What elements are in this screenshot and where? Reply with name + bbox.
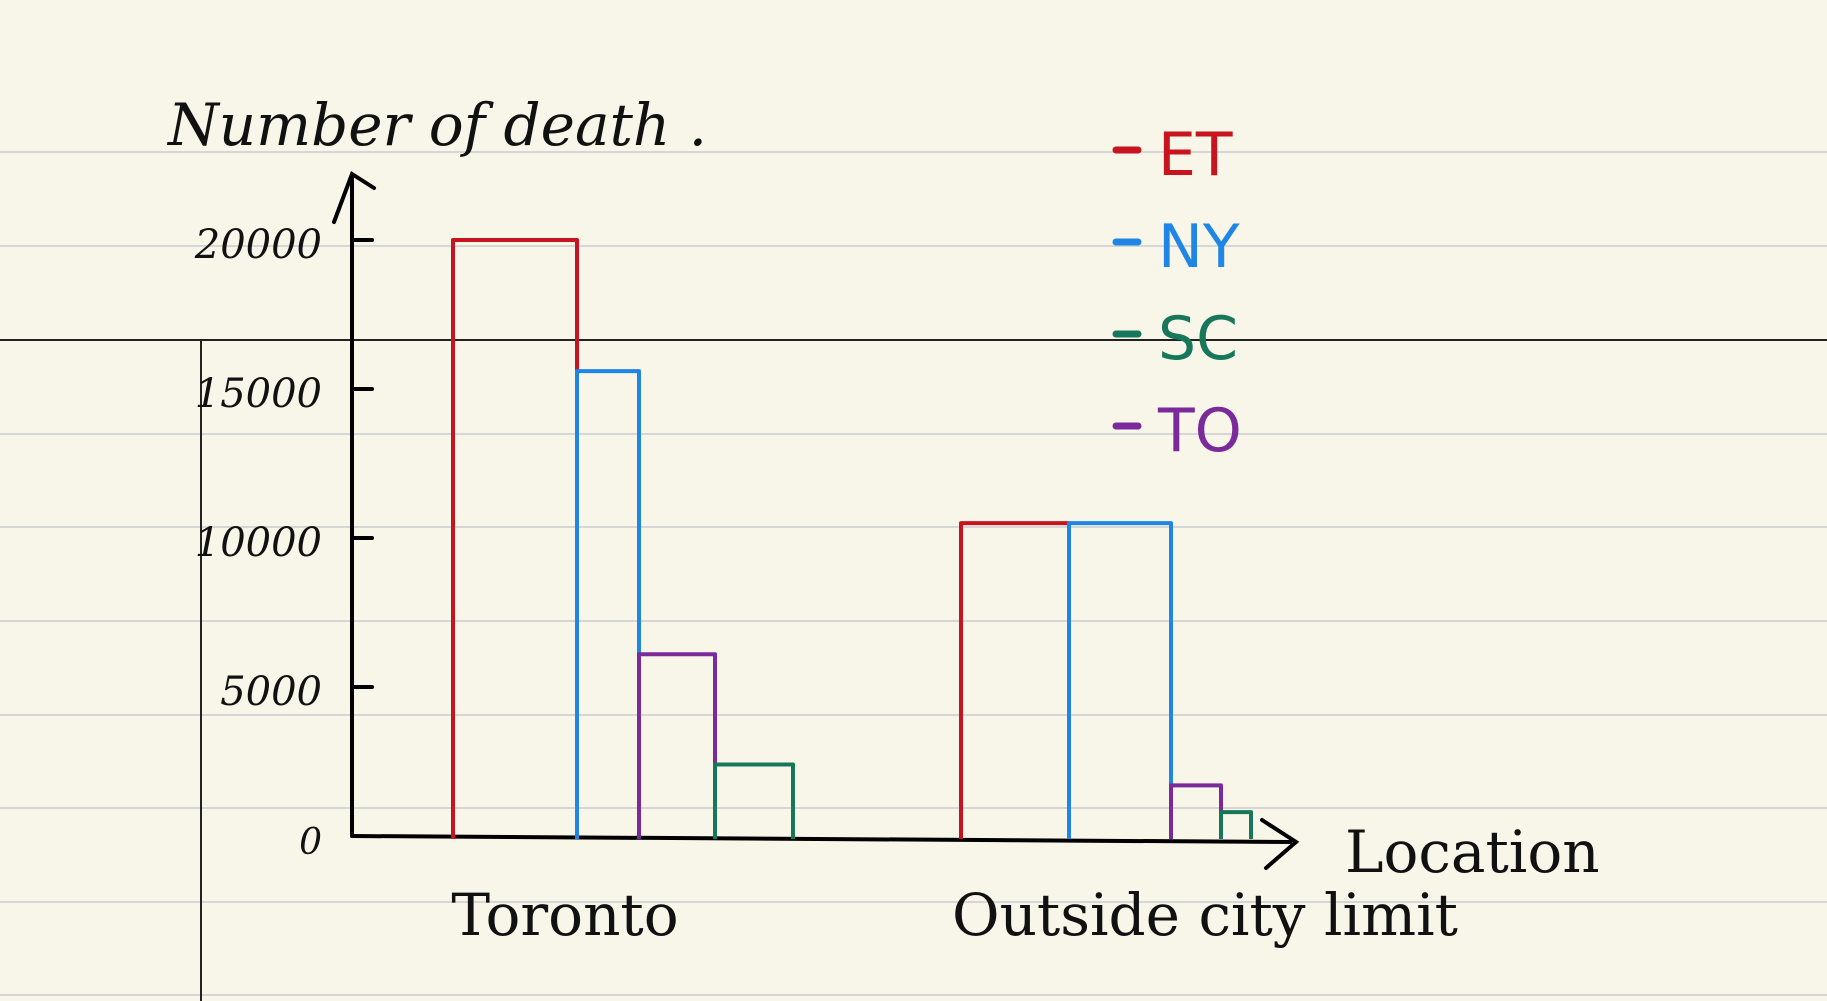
y-axis-arrowhead (332, 170, 376, 224)
bar-et-0 (451, 238, 579, 839)
y-tick-label-15000: 15000 (195, 371, 322, 417)
bar-et-1 (959, 521, 1071, 839)
category-label-1: Outside city limit (952, 881, 1458, 949)
y-tick-label-20000: 20000 (194, 222, 322, 268)
x-axis-label: Location (1345, 818, 1600, 886)
legend-label-to: TO (1157, 396, 1242, 466)
bar-to-0 (637, 652, 717, 839)
legend: ET NY SC TO (1112, 120, 1242, 466)
x-axis-arrowhead (1260, 818, 1300, 870)
y-tick-label-10000: 10000 (195, 520, 322, 566)
bar-ny-1 (1067, 521, 1173, 839)
y-tick-label-0: 0 (299, 822, 322, 863)
legend-label-ny: NY (1158, 212, 1240, 282)
bar-sc-1 (1219, 810, 1253, 839)
legend-label-sc: SC (1158, 304, 1238, 374)
category-label-0: Toronto (451, 881, 678, 949)
bar-to-1 (1169, 783, 1223, 839)
y-axis-label: Number of death . (166, 91, 707, 159)
y-tick-label-5000: 5000 (220, 669, 322, 715)
bar-sc-0 (713, 762, 795, 839)
x-axis (350, 834, 1292, 844)
bar-ny-0 (575, 369, 641, 839)
ruled-lines (0, 151, 1827, 996)
legend-label-et: ET (1158, 120, 1233, 190)
axes (332, 170, 1300, 870)
category-labels: Toronto Outside city limit (451, 881, 1458, 949)
y-ticks: 0 5000 10000 15000 20000 (194, 222, 374, 863)
bars (451, 238, 1253, 839)
